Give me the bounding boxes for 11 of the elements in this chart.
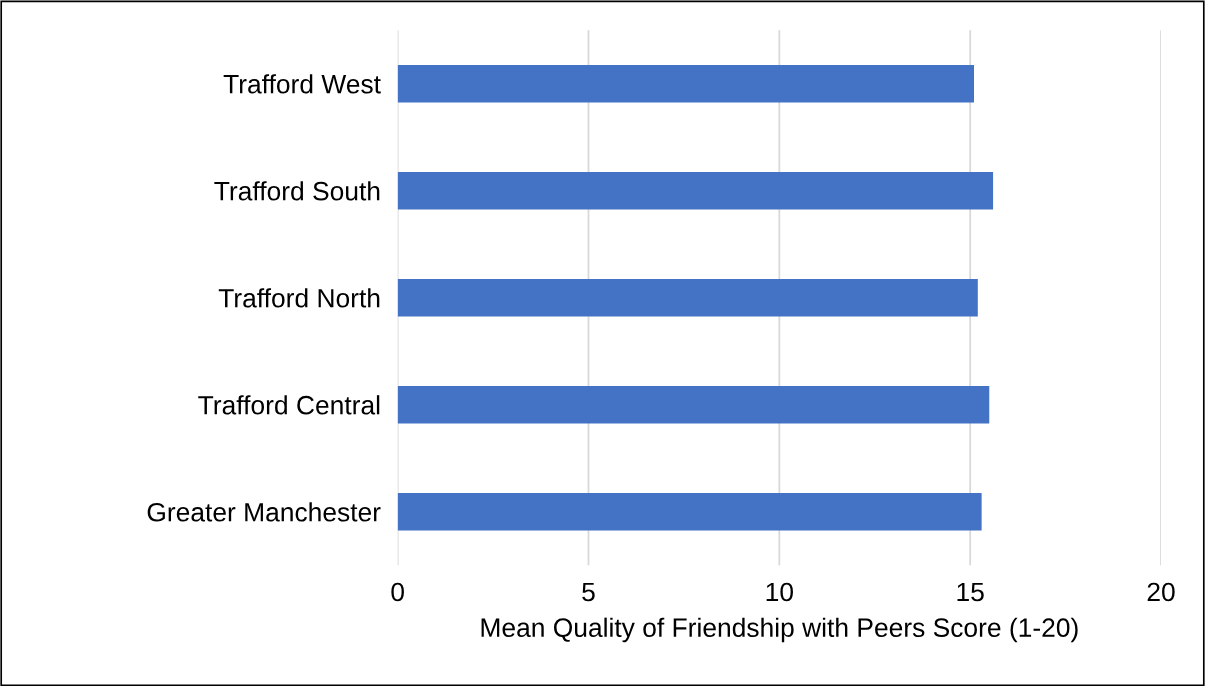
y-tick-label: Trafford South: [214, 181, 380, 201]
y-tick-label: Trafford North: [218, 288, 380, 308]
x-tick-label: 5: [582, 582, 595, 602]
y-tick-label: Greater Manchester: [147, 502, 381, 522]
x-tick-label: 10: [766, 582, 793, 602]
y-tick-label: Trafford Central: [198, 395, 380, 415]
x-tick-label: 0: [391, 582, 404, 602]
x-tick-label: 15: [957, 582, 984, 602]
x-axis-title: Mean Quality of Friendship with Peers Score (1-20): [481, 617, 1078, 643]
x-tick-label: 20: [1147, 582, 1175, 602]
y-tick-label: Trafford West: [223, 74, 381, 94]
